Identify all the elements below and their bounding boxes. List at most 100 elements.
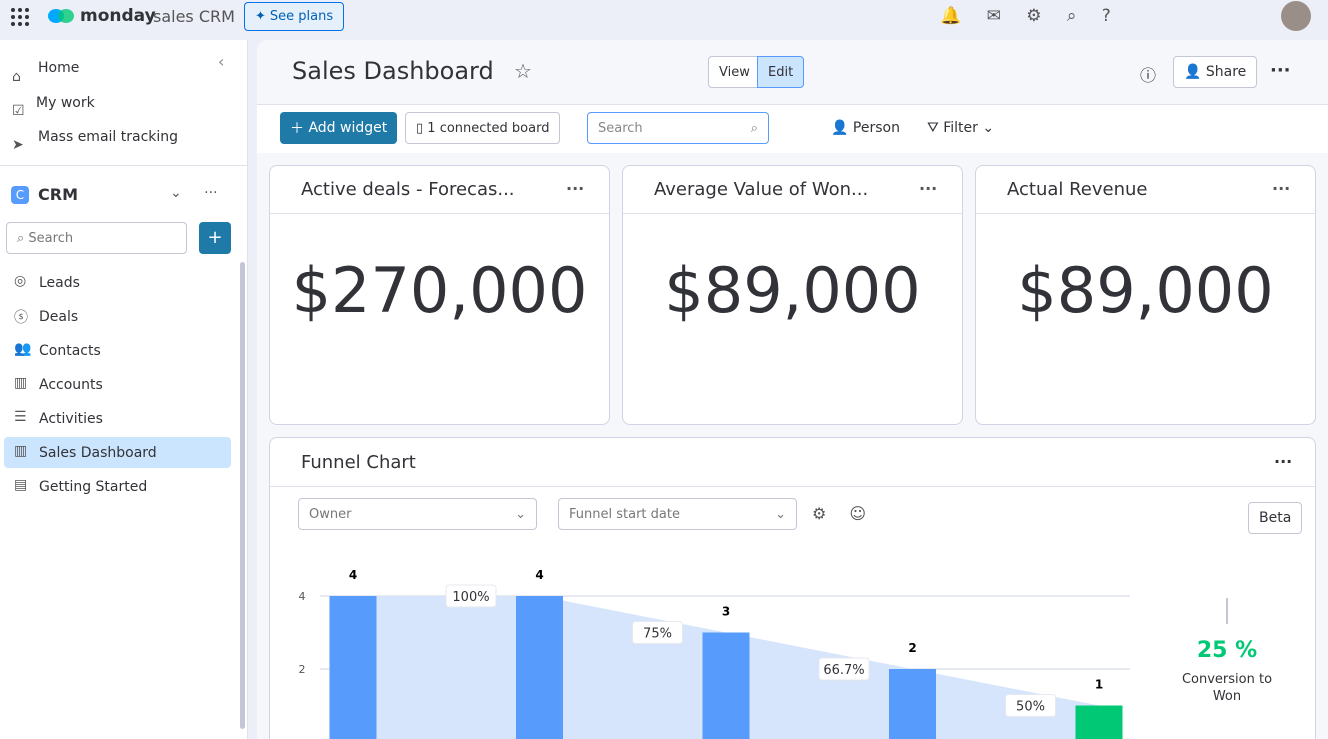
widget-card: Active deals - Forecas... ··· $270,000 (269, 165, 610, 425)
beta-badge: Beta (1248, 502, 1303, 534)
widget-value: $270,000 (291, 254, 588, 327)
top-icons[interactable]: 🔔 ✉ ⚙ ⌕ ? (940, 6, 1111, 26)
widget-card: Actual Revenue ··· $89,000 (975, 165, 1316, 425)
divider (0, 165, 247, 166)
divider (270, 486, 1315, 487)
nav-icon: ☰ (14, 409, 27, 425)
toolbar-search-placeholder: Search (598, 120, 643, 136)
funnel-area (539, 596, 726, 739)
add-button[interactable]: + (199, 222, 231, 254)
bar-value-label: 4 (535, 568, 543, 582)
nav-icon: ◎ (14, 273, 27, 289)
nav-item[interactable]: Contacts (39, 343, 101, 359)
add-widget-button[interactable]: ＋ Add widget (280, 112, 398, 144)
start-date-label: Funnel start date (569, 506, 680, 522)
nav-item[interactable]: Sales Dashboard (39, 445, 157, 461)
bar (329, 596, 377, 739)
bar-value-label: 1 (1095, 678, 1103, 692)
nav-item[interactable]: Deals (39, 309, 79, 325)
nav-item[interactable]: Getting Started (39, 479, 148, 495)
rate-badge (818, 657, 870, 681)
funnel-title: Funnel Chart (301, 452, 416, 473)
edit-label: Edit (768, 64, 794, 80)
conversion-label: Conversion to Won (1181, 672, 1273, 704)
edit-button[interactable]: Edit (757, 56, 805, 88)
y-tick-label: 4 (299, 590, 306, 603)
funnel-settings[interactable]: ⚙ ☺ (812, 504, 867, 523)
avatar[interactable] (1281, 1, 1311, 31)
filter-label: Filter (943, 120, 978, 136)
share-label: Share (1205, 64, 1247, 80)
nav-item[interactable]: Leads (39, 275, 80, 291)
nav-item[interactable]: Activities (39, 411, 103, 427)
widget-menu[interactable]: ··· (566, 179, 585, 198)
nav-icons: ⌂ ☑ ➤ (12, 69, 25, 153)
view-button[interactable]: View (708, 56, 761, 88)
workspace-actions[interactable]: ⌄ ··· (170, 185, 218, 201)
selected-item-bg (4, 437, 231, 468)
widget-menu[interactable]: ··· (919, 179, 938, 198)
add-widget-label: Add widget (308, 120, 388, 136)
bar-value-label: 3 (722, 605, 730, 619)
filter-button[interactable]: ⛛ Filter ⌄ (927, 120, 995, 136)
toolbar-search[interactable]: Search ⌕ (587, 112, 769, 144)
bar-value-label: 2 (908, 641, 916, 655)
widget-title: Actual Revenue (1007, 179, 1148, 200)
divider (623, 213, 962, 214)
widget-title: Average Value of Won... (654, 179, 869, 200)
arrow-line (1226, 598, 1228, 624)
widget-card: Average Value of Won... ··· $89,000 (622, 165, 963, 425)
nav-icon: 👥 (14, 341, 32, 357)
see-plans-label: See plans (269, 9, 334, 24)
rate-badge (1005, 694, 1056, 717)
funnel-area (353, 596, 540, 739)
rate-label: 100% (452, 590, 489, 605)
brand: monday (80, 6, 156, 26)
scrollbar (240, 262, 245, 729)
see-plans-button[interactable]: ✦ See plans (244, 2, 345, 31)
rate-label: 50% (1016, 700, 1045, 715)
rate-badge (445, 584, 497, 608)
nav-icon: ▤ (14, 477, 28, 493)
divider (270, 213, 609, 214)
top-bar: monday sales CRM ✦ See plans 🔔 ✉ ⚙ ⌕ ? (0, 0, 1328, 40)
workspace-icon: C (11, 186, 29, 204)
start-date-dropdown[interactable]: Funnel start date ⌄ (558, 498, 797, 530)
nav-home[interactable]: Home (38, 60, 80, 76)
bar-value-label: 4 (349, 568, 357, 582)
y-tick-label: 2 (299, 663, 306, 676)
nav-icon: ▥ (14, 375, 28, 391)
bar (1075, 705, 1123, 739)
rate-label: 75% (643, 627, 672, 642)
person-filter[interactable]: 👤 Person (831, 120, 900, 136)
owner-dropdown[interactable]: Owner ⌄ (298, 498, 537, 530)
nav-icon: ▥ (14, 443, 28, 459)
funnel-area (726, 632, 913, 739)
widget-value: $89,000 (1017, 254, 1274, 327)
rate-label: 66.7% (823, 663, 864, 678)
sidebar-search[interactable]: ⌕ Search (6, 222, 187, 254)
help-icon[interactable]: ⓘ (1140, 66, 1157, 85)
workspace-name[interactable]: CRM (38, 185, 78, 204)
nav-my-work[interactable]: My work (36, 95, 95, 111)
bar (889, 669, 936, 739)
more-menu[interactable]: ··· (1270, 60, 1291, 81)
nav-item[interactable]: Accounts (39, 377, 103, 393)
divider (976, 213, 1315, 214)
connected-board-button[interactable]: ▯ 1 connected board (405, 112, 561, 144)
connected-board-label: 1 connected board (427, 120, 550, 136)
person-label: Person (852, 120, 900, 136)
share-button[interactable]: 👤 Share (1173, 56, 1258, 88)
logo (48, 9, 74, 23)
sidebar-search-placeholder: Search (28, 230, 74, 246)
owner-label: Owner (309, 506, 352, 522)
sidebar: ‹ Home My work Mass email tracking ⌂ ☑ ➤ C… (0, 40, 248, 739)
collapse-icon[interactable]: ‹ (218, 52, 225, 71)
conversion-value: 25 % (1196, 638, 1258, 663)
apps-icon[interactable] (10, 7, 30, 27)
widget-menu[interactable]: ··· (1272, 179, 1291, 198)
funnel-menu[interactable]: ··· (1274, 452, 1293, 471)
nav-mass-email[interactable]: Mass email tracking (38, 129, 179, 145)
favorite-star[interactable]: ☆ (514, 59, 532, 83)
